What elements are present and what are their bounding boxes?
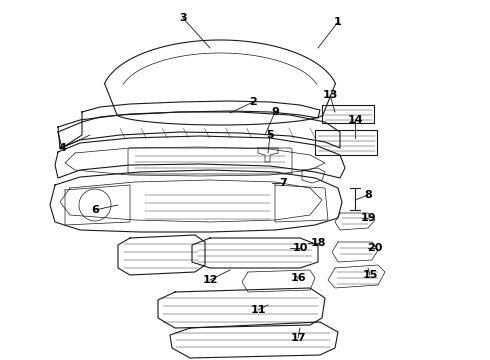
Text: 16: 16 [290, 273, 306, 283]
Text: 2: 2 [249, 97, 257, 107]
Text: 8: 8 [364, 190, 372, 200]
Text: 20: 20 [368, 243, 383, 253]
Text: 6: 6 [91, 205, 99, 215]
Text: 1: 1 [334, 17, 342, 27]
Text: 10: 10 [293, 243, 308, 253]
Text: 15: 15 [362, 270, 378, 280]
Text: 13: 13 [322, 90, 338, 100]
Text: 19: 19 [360, 213, 376, 223]
Text: 4: 4 [58, 143, 66, 153]
Text: 5: 5 [266, 130, 274, 140]
Bar [315, 130, 377, 155]
Text: 12: 12 [202, 275, 218, 285]
Text: 17: 17 [290, 333, 306, 343]
Bar [322, 105, 374, 123]
Text: 14: 14 [347, 115, 363, 125]
Text: 11: 11 [250, 305, 266, 315]
Text: 18: 18 [310, 238, 326, 248]
Text: 9: 9 [271, 107, 279, 117]
Text: 3: 3 [179, 13, 187, 23]
Text: 7: 7 [279, 178, 287, 188]
